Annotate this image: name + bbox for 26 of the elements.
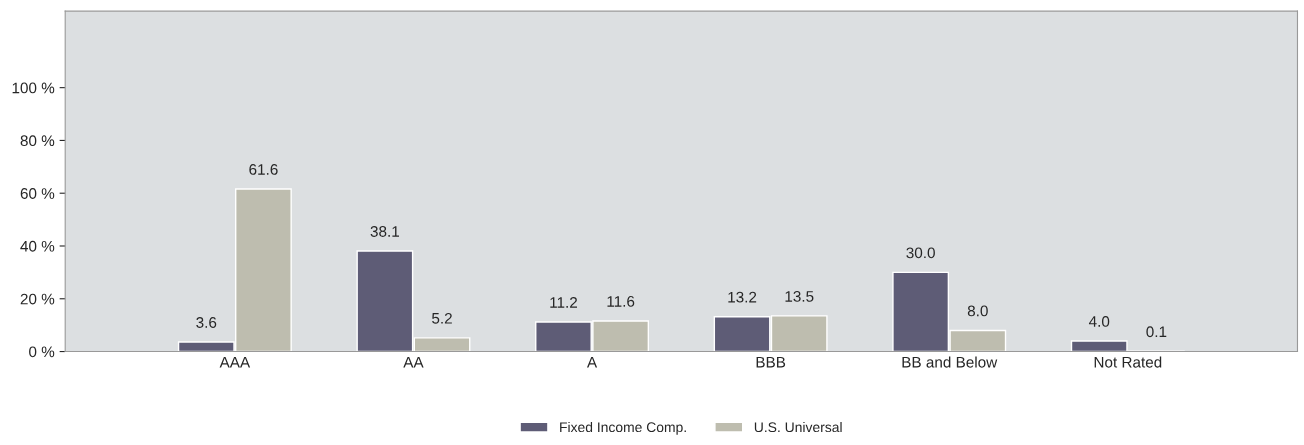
data-label: 8.0 xyxy=(967,305,988,317)
y-tick-label: 80 % xyxy=(20,135,55,147)
x-tick-label: AA xyxy=(403,356,424,368)
y-tick-label: 40 % xyxy=(20,240,55,252)
data-label: 11.2 xyxy=(550,297,578,308)
x-tick-label: BB and Below xyxy=(902,356,998,368)
y-tick-label: 60 % xyxy=(20,188,55,199)
x-tick-label: Not Rated xyxy=(1094,356,1162,368)
data-label: 11.6 xyxy=(607,295,635,307)
legend-label: Fixed Income Comp. xyxy=(560,421,686,435)
x-tick-label: A xyxy=(586,356,598,368)
data-label: 61.6 xyxy=(249,164,278,175)
data-label: 13.2 xyxy=(728,291,757,303)
data-label: 0.1 xyxy=(1146,326,1167,338)
legend-label: U.S. Universal xyxy=(754,421,842,433)
x-tick-label: BBB xyxy=(756,356,786,368)
data-label: 38.1 xyxy=(370,226,399,237)
y-tick-label: 100 % xyxy=(12,82,55,94)
y-tick-label: 0 % xyxy=(29,346,55,358)
data-label: 13.5 xyxy=(785,290,814,302)
data-label: 3.6 xyxy=(196,317,217,328)
data-label: 4.0 xyxy=(1088,316,1110,327)
data-label: 30.0 xyxy=(906,247,935,259)
x-tick-label: AAA xyxy=(219,356,251,368)
data-label: 5.2 xyxy=(432,312,452,324)
y-tick-label: 20 % xyxy=(20,293,55,305)
